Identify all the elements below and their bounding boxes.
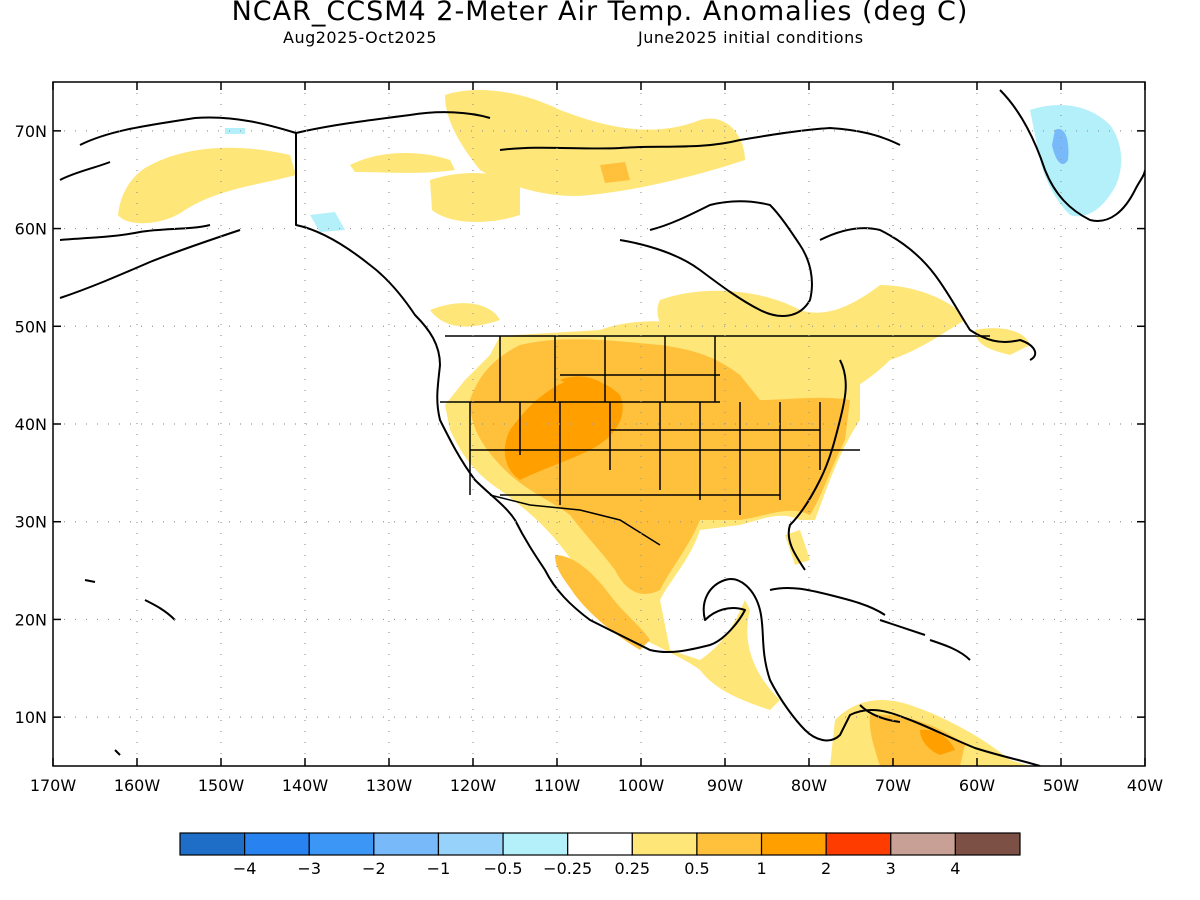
colorbar-label: 4 (950, 859, 960, 878)
anomaly-shading-strong (504, 376, 955, 755)
colorbar-swatch (631, 832, 698, 856)
lat-tick-label: 30N (15, 513, 47, 532)
anomaly-shading-cool (225, 105, 1122, 232)
anomaly-shading-cool-strong (1052, 129, 1069, 165)
colorbar-swatch (696, 832, 763, 856)
lon-tick-label: 90W (707, 776, 743, 795)
lon-tick-label: 50W (1043, 776, 1079, 795)
colorbar-label: 1 (756, 859, 766, 878)
map-title: NCAR_CCSM4 2-Meter Air Temp. Anomalies (… (231, 0, 969, 27)
lon-tick-label: 110W (534, 776, 581, 795)
lon-tick-label: 120W (450, 776, 497, 795)
lon-tick-label: 150W (198, 776, 245, 795)
initial-conditions: June2025 initial conditions (638, 28, 864, 47)
lat-tick-label: 20N (15, 610, 47, 629)
colorbar-label: 0.25 (614, 859, 650, 878)
colorbar-swatch (502, 832, 569, 856)
lon-tick-label: 140W (282, 776, 329, 795)
lat-tick-label: 10N (15, 708, 47, 727)
colorbar-swatch (437, 832, 504, 856)
lat-tick-label: 70N (15, 122, 47, 141)
lat-tick-label: 60N (15, 220, 47, 239)
colorbar-swatch (890, 832, 956, 856)
lon-tick-label: 40W (1127, 776, 1163, 795)
lon-tick-label: 130W (366, 776, 413, 795)
map-layers (59, 89, 1145, 766)
colorbar-label: 3 (886, 859, 896, 878)
coastlines (59, 89, 1145, 766)
colorbar-label: −0.5 (484, 859, 523, 878)
colorbar-swatch (760, 832, 827, 856)
lon-tick-label: 160W (114, 776, 161, 795)
lon-tick-label: 170W (30, 776, 77, 795)
colorbar-label: −1 (427, 859, 451, 878)
forecast-period: Aug2025-Oct2025 (283, 28, 438, 47)
lon-tick-label: 60W (959, 776, 995, 795)
colorbar-label: −2 (362, 859, 386, 878)
axis-ticks: 70N 60N 50N 40N 30N 20N 10N 170W 160W 150W 140W 130… (15, 82, 1163, 795)
colorbar-swatch (308, 832, 375, 856)
colorbar-label: −0.25 (543, 859, 592, 878)
colorbar-label: 0.5 (684, 859, 709, 878)
lon-tick-label: 70W (875, 776, 911, 795)
colorbar-swatch (179, 832, 246, 856)
colorbar-label: 2 (821, 859, 831, 878)
colorbar-swatch (825, 832, 892, 856)
lon-tick-label: 100W (618, 776, 665, 795)
graticule (53, 82, 1145, 766)
lat-tick-label: 40N (15, 415, 47, 434)
colorbar-label: −3 (297, 859, 321, 878)
colorbar-swatch (373, 832, 440, 856)
lon-tick-label: 80W (791, 776, 827, 795)
colorbar-label: −4 (233, 859, 257, 878)
colorbar-swatch (954, 832, 1021, 856)
colorbar-swatch (244, 832, 310, 856)
colorbar-swatch (567, 832, 633, 856)
political-borders (440, 335, 990, 546)
lat-tick-label: 50N (15, 317, 47, 336)
colorbar: −4 −3 −2 −1 −0.5 −0.25 0.25 0.5 1 2 3 4 (179, 832, 1021, 878)
